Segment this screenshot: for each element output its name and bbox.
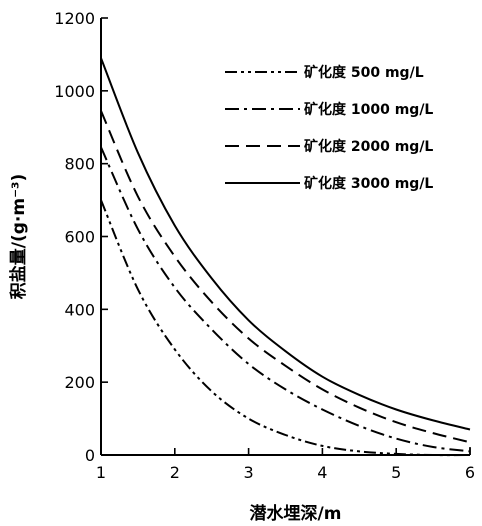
y-tick-label: 1200 [54,9,95,28]
x-tick-label: 4 [317,463,327,482]
y-tick-label: 1000 [54,82,95,101]
y-axis-title: 积盐量/(g·m⁻³) [8,174,29,300]
x-tick-label: 2 [170,463,180,482]
y-tick-label: 200 [64,373,95,392]
series-line-1 [100,199,471,457]
y-tick-label: 600 [64,228,95,247]
legend-label-1: 矿化度 500 mg/L [304,64,424,81]
series-line-2 [100,146,471,453]
x-tick-label: 5 [391,463,401,482]
legend-label-3: 矿化度 2000 mg/L [304,138,433,155]
series-line-4 [100,57,471,431]
axes: 0 200 400 600 800 1000 1200 1 2 3 4 5 6 [54,9,475,482]
y-tick-label: 400 [64,300,95,319]
y-tick-label: 0 [85,446,95,465]
legend-label-4: 矿化度 3000 mg/L [304,175,433,192]
x-tick-label: 3 [244,463,254,482]
legend: 矿化度 500 mg/L 矿化度 1000 mg/L 矿化度 2000 mg/L 矿化… [225,64,433,192]
y-tick-label: 800 [64,155,95,174]
legend-label-2: 矿化度 1000 mg/L [304,101,433,118]
x-tick-label: 6 [465,463,475,482]
x-tick-label: 1 [96,463,106,482]
series-line-3 [100,110,471,444]
x-axis-title: 潜水埋深/m [250,503,342,524]
